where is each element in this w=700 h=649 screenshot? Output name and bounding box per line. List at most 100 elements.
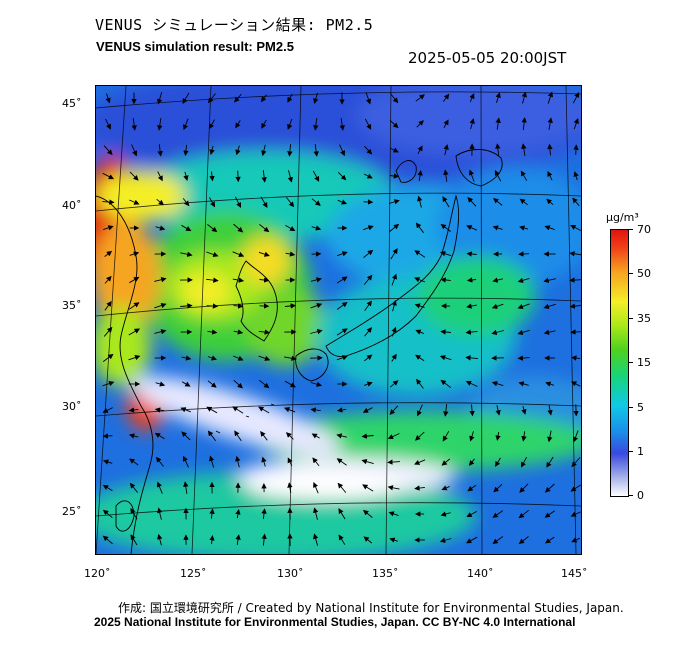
wind-arrow [206, 277, 219, 283]
wind-arrow [362, 225, 374, 231]
wind-arrow [258, 355, 271, 361]
wind-arrow [103, 225, 114, 231]
wind-arrow [284, 407, 296, 413]
wind-arrow [287, 482, 293, 493]
wind-arrow [391, 326, 397, 337]
wind-arrow [129, 199, 140, 205]
wind-arrow [466, 511, 478, 518]
wind-arrow [440, 379, 452, 388]
wind-arrow [441, 458, 451, 466]
wind-arrow [129, 251, 140, 257]
wind-arrow [102, 407, 113, 413]
wind-arrow [387, 459, 400, 465]
wind-arrow [261, 508, 267, 519]
wind-arrow [442, 93, 450, 102]
wind-arrow [491, 329, 504, 335]
wind-arrow [493, 198, 503, 206]
wind-arrow [389, 537, 398, 543]
wind-arrow [209, 119, 215, 130]
wind-arrow [181, 431, 191, 441]
wind-arrow [389, 120, 399, 129]
wind-arrow [128, 302, 140, 310]
wind-arrow [156, 481, 163, 494]
wind-arrow [443, 144, 449, 156]
wind-arrow [517, 303, 530, 310]
wind-arrow [465, 380, 478, 387]
wind-arrow [465, 355, 478, 361]
wind-arrow [102, 459, 113, 465]
wind-arrow [415, 222, 424, 234]
wind-arrow [363, 509, 373, 518]
wind-arrow [544, 483, 555, 493]
wind-arrow [102, 381, 115, 387]
wind-arrow [571, 537, 581, 543]
wind-arrow [466, 251, 477, 257]
wind-arrow [414, 459, 426, 465]
wind-arrow [467, 277, 477, 283]
wind-arrow [466, 225, 478, 231]
wind-arrow [336, 458, 347, 466]
wind-arrow [129, 171, 139, 181]
wind-arrow [207, 380, 217, 388]
wind-arrow [128, 355, 141, 361]
wind-arrow [493, 483, 503, 493]
wind-arrow [361, 433, 374, 439]
title-japanese: VENUS シミュレーション結果: PM2.5 [95, 16, 374, 34]
wind-arrow [233, 223, 244, 233]
colorbar-label-35: 35 [637, 312, 651, 325]
wind-arrow [439, 355, 452, 361]
wind-arrow [311, 198, 321, 206]
wind-arrow [284, 355, 297, 361]
wind-arrow [311, 225, 322, 231]
license-text: 2025 National Institute for Environmenta… [94, 615, 576, 629]
wind-arrow [233, 355, 244, 361]
wind-arrow [260, 94, 267, 103]
wind-arrow [518, 509, 529, 519]
wind-arrow [337, 171, 347, 181]
credit-text: 作成: 国立環境研究所 / Created by National Instit… [118, 601, 624, 615]
wind-arrow [442, 196, 450, 208]
wind-arrow [104, 250, 113, 257]
wind-arrow [443, 119, 449, 129]
wind-arrow [467, 197, 477, 207]
wind-arrow [337, 199, 348, 205]
wind-arrow [417, 170, 423, 182]
wind-arrow [570, 329, 581, 335]
wind-arrow [313, 507, 319, 520]
wind-arrow [365, 92, 372, 105]
wind-arrow [491, 303, 504, 309]
wind-arrow [571, 457, 581, 468]
wind-arrow [261, 456, 267, 467]
wind-arrow [102, 433, 113, 439]
wind-arrow [543, 329, 556, 335]
wind-arrow [180, 407, 191, 413]
colorbar-tick [628, 273, 633, 274]
wind-arrow [287, 93, 293, 103]
wind-arrow [336, 328, 348, 336]
wind-arrow [181, 355, 192, 361]
wind-arrow [232, 251, 245, 258]
wind-arrow [495, 92, 501, 104]
wind-arrow [261, 533, 267, 546]
wind-arrow [209, 145, 215, 155]
wind-arrow [440, 223, 451, 232]
colorbar-tick [628, 229, 633, 230]
wind-arrow [157, 533, 163, 546]
wind-arrow [157, 144, 163, 157]
wind-arrow [415, 431, 425, 441]
wind-arrow [285, 251, 296, 257]
colorbar-label-15: 15 [637, 356, 651, 369]
wind-arrow [388, 199, 400, 205]
wind-arrow [364, 327, 372, 337]
wind-arrow [389, 173, 400, 179]
pm25-map [95, 85, 582, 555]
wind-arrow [182, 198, 190, 207]
lon-label-140: 140˚ [467, 567, 494, 580]
wind-arrow [571, 381, 581, 387]
wind-arrow [156, 92, 163, 105]
wind-arrow [311, 433, 320, 439]
wind-arrow [439, 537, 452, 543]
wind-arrow [285, 432, 294, 440]
colorbar-tick [628, 318, 633, 319]
wind-arrow [495, 143, 501, 156]
